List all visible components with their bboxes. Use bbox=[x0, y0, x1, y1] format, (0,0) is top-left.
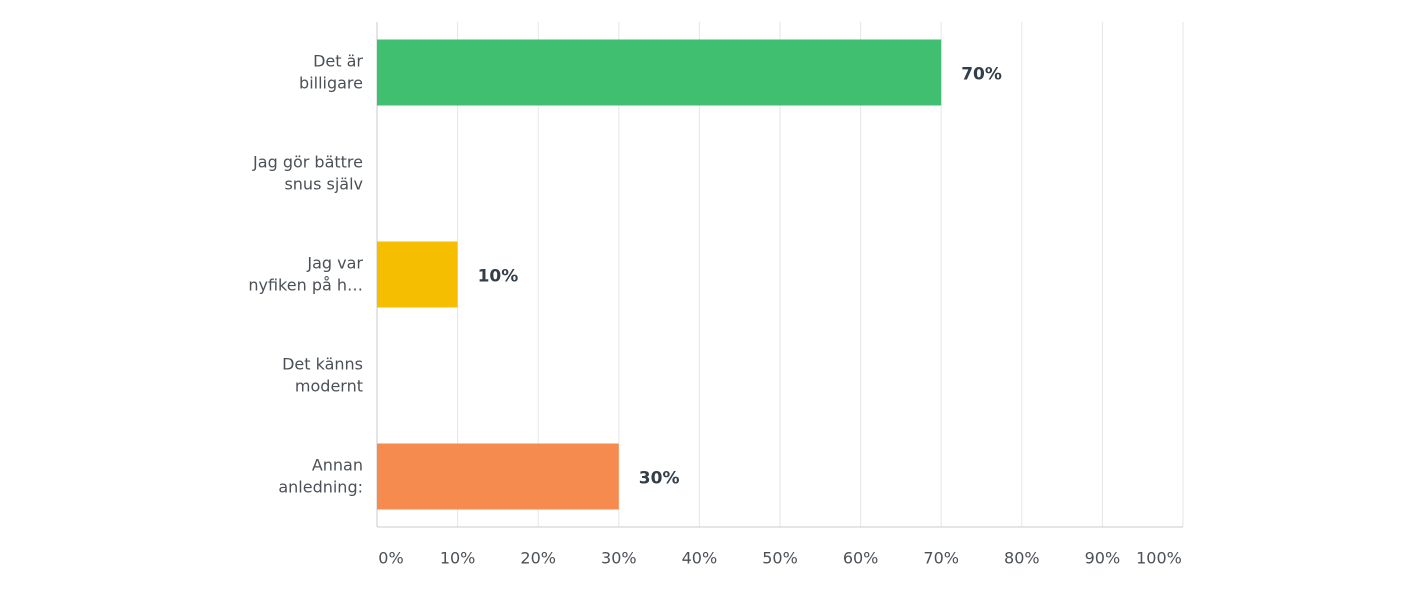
y-tick-label: Det känns modernt bbox=[282, 354, 363, 395]
label-line: anledning: bbox=[278, 477, 363, 496]
label-line: billigare bbox=[299, 73, 363, 92]
y-tick-label: Jag var nyfiken på h… bbox=[248, 253, 363, 294]
label-line: nyfiken på h… bbox=[248, 275, 363, 294]
x-tick-label: 60% bbox=[843, 549, 879, 568]
x-tick-label: 10% bbox=[440, 549, 476, 568]
x-tick-label: 0% bbox=[378, 549, 403, 568]
x-tick-label: 30% bbox=[601, 549, 637, 568]
x-tick-label: 100% bbox=[1136, 549, 1182, 568]
label-line: snus själv bbox=[284, 174, 363, 193]
y-tick-label: Jag gör bättre snus själv bbox=[252, 152, 363, 193]
value-label: 30% bbox=[639, 469, 680, 489]
bar bbox=[377, 39, 942, 106]
label-line: Annan bbox=[312, 455, 363, 474]
value-label: 70% bbox=[961, 65, 1002, 85]
bar bbox=[377, 241, 458, 308]
y-tick-label: Annan anledning: bbox=[278, 455, 363, 496]
x-tick-label: 80% bbox=[1004, 549, 1040, 568]
label-line: Jag var bbox=[306, 253, 363, 272]
x-tick-label: 40% bbox=[682, 549, 718, 568]
x-tick-label: 90% bbox=[1085, 549, 1121, 568]
y-tick-label: Det är billigare bbox=[299, 51, 363, 92]
label-line: Det är bbox=[313, 51, 363, 70]
x-tick-label: 20% bbox=[520, 549, 556, 568]
label-line: Jag gör bättre bbox=[252, 152, 363, 171]
x-tick-label: 50% bbox=[762, 549, 798, 568]
label-line: modernt bbox=[295, 376, 363, 395]
value-label: 10% bbox=[478, 267, 519, 287]
x-tick-label: 70% bbox=[923, 549, 959, 568]
bar bbox=[377, 443, 619, 510]
label-line: Det känns bbox=[282, 354, 363, 373]
